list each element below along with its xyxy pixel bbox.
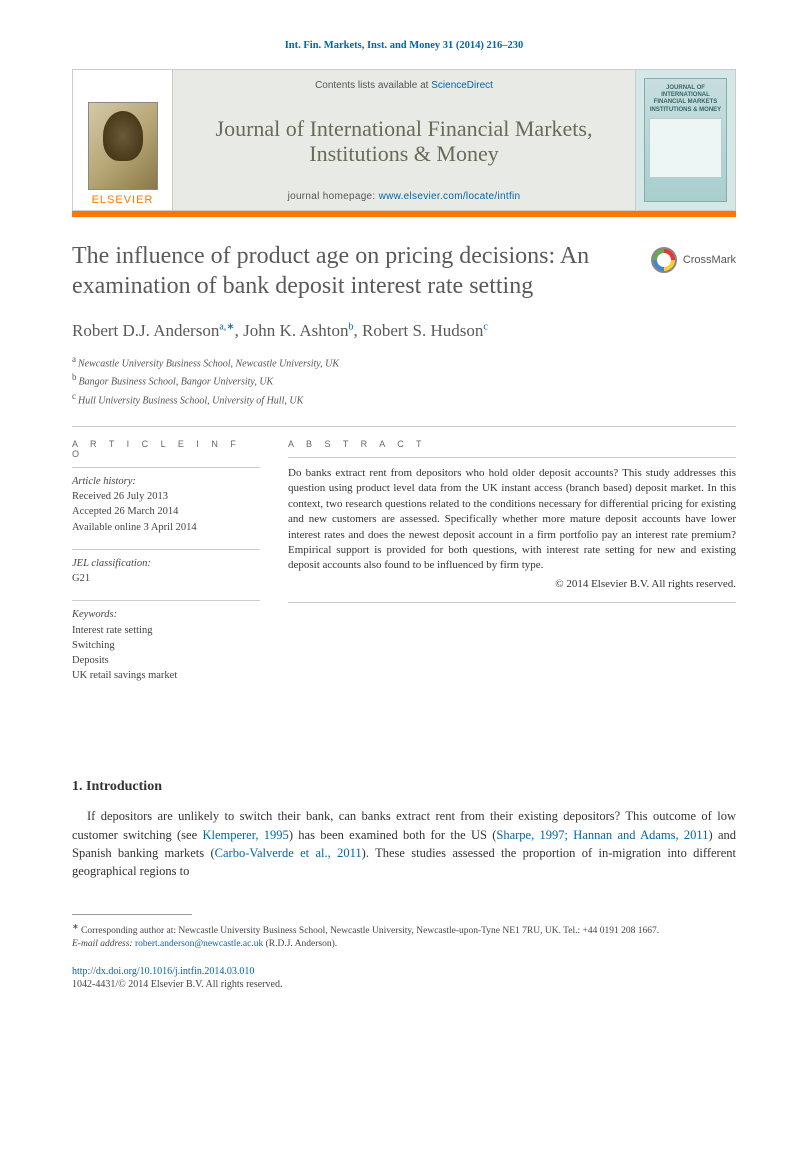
history-online: Available online 3 April 2014 xyxy=(72,520,260,535)
footnote-rule xyxy=(72,914,192,915)
doi-link[interactable]: http://dx.doi.org/10.1016/j.intfin.2014.… xyxy=(72,966,254,977)
abstract-heading: A B S T R A C T xyxy=(288,439,736,449)
sciencedirect-link[interactable]: ScienceDirect xyxy=(431,80,493,91)
cover-mock: JOURNAL OF INTERNATIONAL FINANCIAL MARKE… xyxy=(644,78,727,202)
intro-paragraph: If depositors are unlikely to switch the… xyxy=(72,807,736,880)
jel-code: G21 xyxy=(72,571,260,586)
history-accepted: Accepted 26 March 2014 xyxy=(72,504,260,519)
orange-accent-bar xyxy=(72,211,736,217)
elsevier-label: ELSEVIER xyxy=(92,194,154,206)
homepage-prefix: journal homepage: xyxy=(288,191,379,202)
keyword-2: Switching xyxy=(72,638,260,653)
issn-copyright: 1042-4431/© 2014 Elsevier B.V. All right… xyxy=(72,979,736,990)
elsevier-tree-icon xyxy=(88,102,158,190)
abstract-text: Do banks extract rent from depositors wh… xyxy=(288,467,736,571)
info-abstract-row: A R T I C L E I N F O Article history: R… xyxy=(72,439,736,697)
abstract: A B S T R A C T Do banks extract rent fr… xyxy=(288,439,736,697)
corr-marker: ∗ xyxy=(72,922,79,931)
email-footnote: E-mail address: robert.anderson@newcastl… xyxy=(72,938,736,951)
cite-sharpe-hannan[interactable]: Sharpe, 1997; Hannan and Adams, 2011 xyxy=(496,828,708,842)
history-label: Article history: xyxy=(72,474,260,489)
header-citation: Int. Fin. Markets, Inst. and Money 31 (2… xyxy=(72,40,736,51)
crossmark-icon xyxy=(651,247,677,273)
contents-prefix: Contents lists available at xyxy=(315,80,431,91)
article-history-block: Article history: Received 26 July 2013 A… xyxy=(72,467,260,535)
jel-label: JEL classification: xyxy=(72,556,260,571)
cite-klemperer[interactable]: Klemperer, 1995 xyxy=(202,828,288,842)
article-info: A R T I C L E I N F O Article history: R… xyxy=(72,439,260,697)
corr-text: Corresponding author at: Newcastle Unive… xyxy=(81,926,659,936)
history-received: Received 26 July 2013 xyxy=(72,489,260,504)
article-title: The influence of product age on pricing … xyxy=(72,241,631,301)
affiliation-a: aNewcastle University Business School, N… xyxy=(72,353,736,371)
affiliation-c: cHull University Business School, Univer… xyxy=(72,390,736,408)
crossmark-label: CrossMark xyxy=(683,254,736,266)
divider-top xyxy=(72,426,736,427)
banner-center: Contents lists available at ScienceDirec… xyxy=(173,70,635,210)
article-info-heading: A R T I C L E I N F O xyxy=(72,439,260,459)
homepage-link[interactable]: www.elsevier.com/locate/intfin xyxy=(379,191,521,202)
crossmark-widget[interactable]: CrossMark xyxy=(651,247,736,273)
cover-title: JOURNAL OF INTERNATIONAL FINANCIAL MARKE… xyxy=(649,85,722,114)
authors-line: Robert D.J. Andersona,∗, John K. Ashtonb… xyxy=(72,321,736,341)
section-1-heading: 1. Introduction xyxy=(72,779,736,795)
affiliations: aNewcastle University Business School, N… xyxy=(72,353,736,408)
author-2-aff[interactable]: b xyxy=(349,321,354,332)
author-1-corr-star[interactable]: ∗ xyxy=(226,321,234,332)
corresponding-footnote: ∗ Corresponding author at: Newcastle Uni… xyxy=(72,921,736,938)
abstract-copyright: © 2014 Elsevier B.V. All rights reserved… xyxy=(288,577,736,592)
email-link[interactable]: robert.anderson@newcastle.ac.uk xyxy=(135,939,263,949)
affiliation-b: bBangor Business School, Bangor Universi… xyxy=(72,371,736,389)
author-3-name: Robert S. Hudson xyxy=(362,321,483,340)
cover-body xyxy=(649,118,722,178)
publisher-logo-block: ELSEVIER xyxy=(73,70,173,210)
author-2-name: John K. Ashton xyxy=(243,321,348,340)
journal-name: Journal of International Financial Marke… xyxy=(187,116,621,167)
journal-cover-thumb: JOURNAL OF INTERNATIONAL FINANCIAL MARKE… xyxy=(635,70,735,210)
jel-block: JEL classification: G21 xyxy=(72,549,260,586)
email-suffix: (R.D.J. Anderson). xyxy=(263,939,337,949)
doi-line: http://dx.doi.org/10.1016/j.intfin.2014.… xyxy=(72,966,736,977)
abstract-bottom-rule xyxy=(288,602,736,603)
contents-lists-line: Contents lists available at ScienceDirec… xyxy=(187,80,621,91)
journal-banner: ELSEVIER Contents lists available at Sci… xyxy=(72,69,736,211)
keywords-label: Keywords: xyxy=(72,607,260,622)
author-3-aff[interactable]: c xyxy=(483,321,487,332)
abstract-body: Do banks extract rent from depositors wh… xyxy=(288,457,736,592)
keyword-3: Deposits xyxy=(72,653,260,668)
cite-carbo[interactable]: Carbo-Valverde et al., 2011 xyxy=(215,846,362,860)
author-1-name: Robert D.J. Anderson xyxy=(72,321,219,340)
intro-text-2: ) has been examined both for the US ( xyxy=(289,828,497,842)
keyword-1: Interest rate setting xyxy=(72,623,260,638)
homepage-line: journal homepage: www.elsevier.com/locat… xyxy=(187,191,621,202)
keywords-block: Keywords: Interest rate setting Switchin… xyxy=(72,600,260,683)
email-label: E-mail address: xyxy=(72,939,133,949)
keyword-4: UK retail savings market xyxy=(72,668,260,683)
title-row: The influence of product age on pricing … xyxy=(72,241,736,301)
